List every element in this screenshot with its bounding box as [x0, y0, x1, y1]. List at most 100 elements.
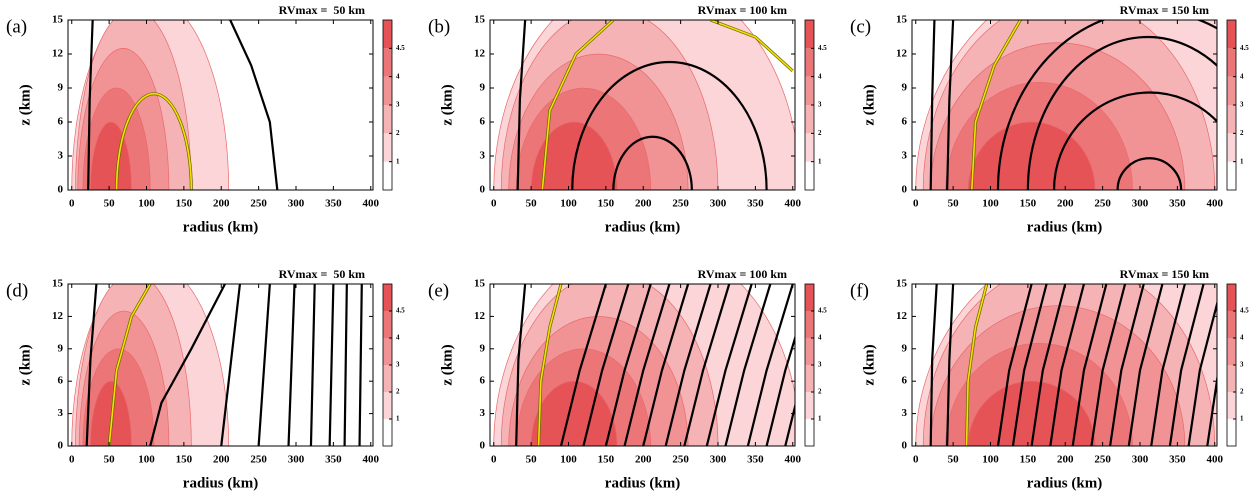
colorbar-bin — [1227, 161, 1236, 190]
colorbar-label: 2 — [1240, 129, 1244, 137]
x-tick-label: 350 — [747, 198, 764, 210]
y-tick-label: 15 — [896, 278, 908, 290]
colorbar-bin — [805, 133, 814, 162]
highlight-contour — [710, 20, 794, 72]
x-tick-label: 0 — [69, 198, 75, 210]
colorbar-label: 1 — [396, 415, 400, 423]
contour-line — [229, 20, 279, 190]
x-axis-label: radius (km) — [1027, 475, 1102, 491]
y-tick-label: 6 — [902, 116, 908, 128]
highlight-contour — [115, 92, 193, 190]
contour-line — [1049, 284, 1086, 446]
y-tick-label: 3 — [480, 407, 486, 419]
x-tick-label: 250 — [250, 454, 267, 466]
contour-line — [996, 20, 1217, 190]
x-axis-label: radius (km) — [1027, 219, 1102, 235]
colorbar-label: 3 — [1240, 361, 1244, 369]
y-tick-label: 6 — [58, 375, 64, 387]
x-tick-label: 0 — [69, 454, 75, 466]
colorbar-label: 4.5 — [1240, 307, 1249, 315]
panel-label: (b) — [428, 16, 450, 37]
x-tick-label: 300 — [288, 454, 305, 466]
contour-line — [683, 284, 731, 446]
x-tick-label: 100 — [982, 198, 999, 210]
y-tick-label: 0 — [58, 184, 64, 196]
colorbar-label: 1 — [818, 157, 822, 165]
plot-frame — [911, 283, 1218, 447]
y-tick-label: 15 — [52, 14, 64, 26]
plot-area — [915, 284, 1217, 446]
plot-area — [71, 284, 363, 446]
colorbar-label: 1 — [1240, 415, 1244, 423]
colorbar-bin — [1227, 284, 1236, 311]
x-tick-label: 0 — [491, 454, 497, 466]
y-tick-label: 3 — [902, 407, 908, 419]
plot-frame — [489, 283, 796, 447]
x-tick-label: 350 — [1169, 454, 1186, 466]
highlight-contour — [965, 284, 988, 446]
highlight-contour — [971, 20, 1022, 190]
colorbar-bin — [383, 161, 392, 190]
y-tick-label: 9 — [480, 342, 486, 354]
panel: 0 50 100 150 200 250 300 350 40003691215(f)RVmax… — [850, 267, 1249, 492]
colorbar-bin — [1227, 105, 1236, 134]
colorbar-label: 1 — [1240, 157, 1244, 165]
contour-line — [1206, 372, 1217, 446]
panel-label: (a) — [6, 16, 27, 37]
contour-line — [929, 284, 938, 446]
x-tick-label: 300 — [1132, 198, 1149, 210]
x-tick-label: 300 — [288, 198, 305, 210]
plot-frame — [67, 19, 374, 191]
x-tick-label: 0 — [913, 198, 919, 210]
y-tick-label: 9 — [902, 82, 908, 94]
x-tick-label: 400 — [1207, 198, 1224, 210]
contour-line — [1187, 299, 1217, 446]
x-tick-label: 100 — [138, 198, 155, 210]
x-tick-label: 200 — [1057, 454, 1074, 466]
colorbar-label: 2 — [818, 388, 822, 396]
colorbar-label: 4 — [1240, 72, 1244, 80]
panel: 0 50 100 150 200 250 300 350 40003691215(b)RVmax… — [428, 3, 827, 236]
contour-line — [1109, 284, 1145, 446]
contour-line — [705, 284, 753, 446]
colorbar-bin — [1227, 419, 1236, 446]
contour-line — [604, 284, 652, 446]
x-tick-label: 350 — [747, 454, 764, 466]
colorbar-label: 4 — [396, 72, 400, 80]
colorbar-label: 2 — [396, 129, 400, 137]
y-tick-label: 6 — [902, 375, 908, 387]
panel-label: (f) — [850, 280, 869, 301]
contour-line — [257, 284, 271, 446]
colorbar-bin — [805, 48, 814, 77]
x-tick-label: 250 — [1094, 198, 1111, 210]
contour-line — [1168, 284, 1205, 446]
colorbar-bin — [1227, 311, 1236, 338]
panel-label: (e) — [428, 280, 449, 301]
plot-frame — [911, 19, 1218, 191]
x-axis-label: radius (km) — [183, 475, 258, 491]
contour-line — [1116, 157, 1183, 190]
y-tick-label: 3 — [902, 150, 908, 162]
colorbar-bin — [805, 392, 814, 419]
colorbar-bin — [805, 20, 814, 49]
colorbar-bin — [805, 284, 814, 311]
contour-line — [1052, 91, 1217, 190]
contour-line — [287, 284, 296, 446]
colorbar-bin — [383, 133, 392, 162]
colorbar-bin — [1227, 365, 1236, 392]
x-tick-label: 200 — [635, 454, 652, 466]
y-tick-label: 12 — [896, 310, 908, 322]
colorbar-label: 4.5 — [818, 307, 827, 315]
colorbar-bin — [1227, 20, 1236, 49]
x-tick-label: 400 — [785, 454, 802, 466]
x-tick-label: 100 — [560, 454, 577, 466]
y-tick-label: 12 — [52, 48, 64, 60]
y-tick-label: 6 — [480, 375, 486, 387]
x-tick-label: 0 — [491, 198, 497, 210]
panel-title: RVmax = 50 km — [279, 3, 365, 17]
colorbar-label: 3 — [396, 101, 400, 109]
colorbar-label: 4.5 — [818, 44, 827, 52]
colorbar-bin — [805, 365, 814, 392]
y-tick-label: 9 — [58, 342, 64, 354]
contour-line — [343, 284, 348, 446]
